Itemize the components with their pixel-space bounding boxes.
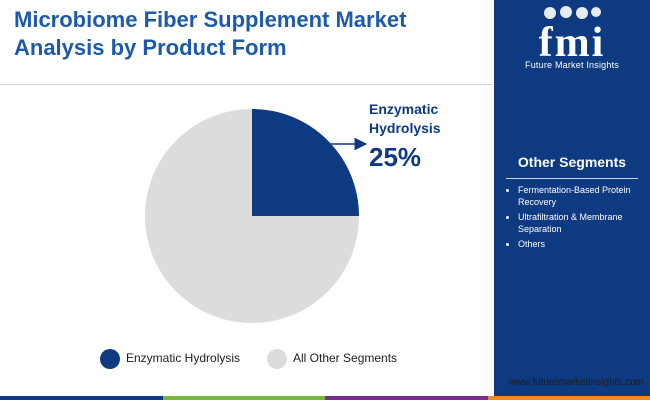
other-segments-list: Fermentation-Based Protein Recovery Ultr… xyxy=(506,184,650,253)
legend-swatch-all-other-segments xyxy=(267,349,287,369)
list-item: Fermentation-Based Protein Recovery xyxy=(518,184,650,208)
callout-value: 25% xyxy=(369,142,422,172)
website-link[interactable]: www.futuremarketinsights.com xyxy=(508,377,644,388)
list-item: Others xyxy=(518,238,650,250)
callout-label: Enzymatic Hydrolysis xyxy=(369,100,489,138)
pie-slice-all-other-segments xyxy=(145,109,359,323)
pie-chart xyxy=(145,109,368,323)
logo-wordmark: fmi xyxy=(539,20,606,60)
pie-slice-enzymatic-hydrolysis xyxy=(252,109,359,216)
brand-tagline: Future Market Insights xyxy=(525,60,619,70)
legend-label-enzymatic-hydrolysis: Enzymatic Hydrolysis xyxy=(126,351,241,365)
list-item: Ultrafiltration & Membrane Separation xyxy=(518,211,650,235)
legend-label-all-other-segments: All Other Segments xyxy=(293,351,398,365)
sidebar: fmi Future Market Insights Other Segment… xyxy=(494,0,650,400)
footer-strip-segment xyxy=(325,396,488,400)
title-divider xyxy=(0,84,493,85)
footer-strip-segment xyxy=(487,396,650,400)
callout-label-line2: Hydrolysis xyxy=(369,120,441,136)
legend-swatch-enzymatic-hydrolysis xyxy=(100,349,120,369)
chart-title: Microbiome Fiber Supplement Market Analy… xyxy=(14,7,407,60)
footer-strip-segment xyxy=(162,396,325,400)
fmi-logo-icon: fmi xyxy=(539,6,606,66)
other-segments-divider xyxy=(506,178,638,179)
pie-slices xyxy=(145,109,359,323)
footer-strip-segment xyxy=(0,396,163,400)
callout-label-line1: Enzymatic xyxy=(369,101,439,117)
brand-logo: fmi Future Market Insights xyxy=(504,4,640,72)
other-segments-heading: Other Segments xyxy=(517,154,627,170)
